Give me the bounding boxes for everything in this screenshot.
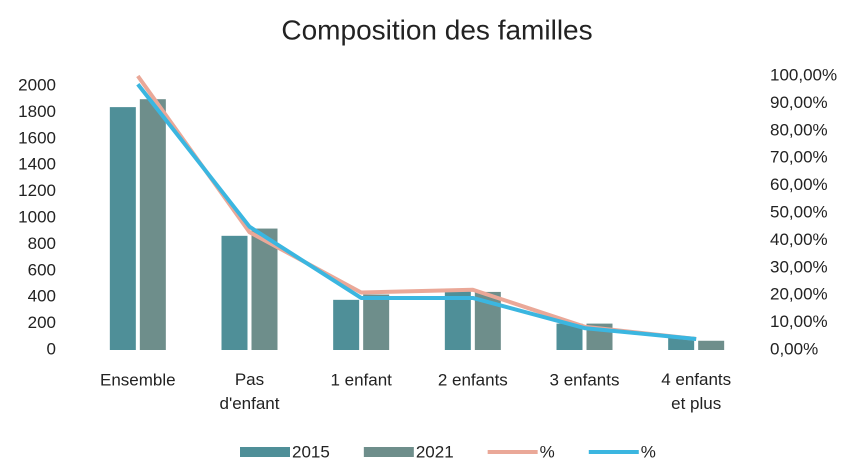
legend-label: 2015	[292, 442, 330, 461]
y2-tick-label: 70,00%	[770, 148, 828, 167]
legend-label: %	[641, 442, 656, 461]
chart-title: Composition des familles	[281, 14, 592, 45]
y2-tick-label: 100,00%	[770, 65, 837, 84]
y2-tick-label: 20,00%	[770, 285, 828, 304]
y-tick-label: 1600	[18, 128, 56, 147]
x-tick-label: 1 enfant	[330, 370, 392, 389]
y-tick-label: 1000	[18, 207, 56, 226]
bar	[363, 294, 390, 350]
line-series	[136, 82, 697, 342]
y-tick-label: 1400	[18, 155, 56, 174]
x-tick-label: 4 enfants et plus	[661, 370, 731, 413]
bar	[221, 235, 248, 350]
x-tick-label: 2 enfants	[438, 370, 508, 389]
legend-label: 2021	[416, 442, 454, 461]
legend-label: %	[540, 442, 555, 461]
bar	[109, 107, 136, 351]
x-tick-label: Ensemble	[100, 370, 176, 389]
bar	[698, 340, 725, 350]
bar	[333, 299, 360, 350]
legend-swatch	[363, 447, 414, 457]
x-tick-label: Pas d'enfant	[220, 370, 280, 413]
y2-tick-label: 40,00%	[770, 230, 828, 249]
bar	[251, 228, 278, 350]
y2-tick-label: 30,00%	[770, 257, 828, 276]
y2-tick-label: 10,00%	[770, 312, 828, 331]
bar	[139, 99, 166, 350]
y-tick-label: 600	[28, 260, 56, 279]
y-tick-label: 0	[47, 339, 56, 358]
legend-swatch	[240, 447, 290, 457]
y-tick-label: 200	[28, 313, 56, 332]
y2-tick-label: 0,00%	[770, 339, 818, 358]
y2-tick-label: 60,00%	[770, 175, 828, 194]
x-tick-label: 3 enfants	[550, 370, 620, 389]
y-tick-label: 1800	[18, 102, 56, 121]
bar	[444, 290, 471, 350]
y-tick-label: 400	[28, 287, 56, 306]
y2-tick-label: 50,00%	[770, 202, 828, 221]
y-tick-label: 1200	[18, 181, 56, 200]
y2-tick-label: 90,00%	[770, 93, 828, 112]
y-tick-label: 2000	[18, 75, 56, 94]
y2-tick-label: 80,00%	[770, 120, 828, 139]
y-tick-label: 800	[28, 234, 56, 253]
